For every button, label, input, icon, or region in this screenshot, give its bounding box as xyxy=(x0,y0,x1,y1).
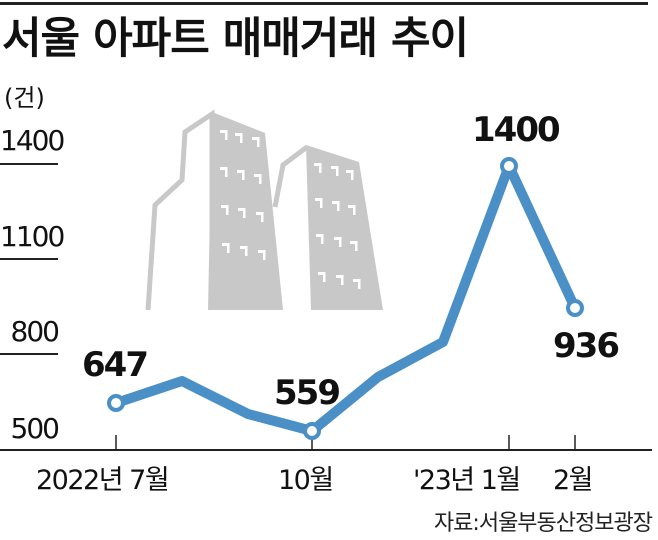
data-label-jan-2023: 1400 xyxy=(472,110,561,150)
trade-volume-line xyxy=(111,161,580,436)
y-tick-500: 500 xyxy=(10,412,60,445)
x-label-oct: 10월 xyxy=(278,465,334,496)
y-tick-line-1100 xyxy=(0,258,58,260)
data-label-jul-2022: 647 xyxy=(82,345,149,385)
point-marker-feb xyxy=(566,299,584,317)
x-label-feb: 2월 xyxy=(553,465,594,496)
y-tick-line-1400 xyxy=(0,163,58,165)
top-rule xyxy=(0,2,648,5)
point-marker-oct xyxy=(303,422,321,440)
point-marker-jul xyxy=(107,394,125,412)
y-tick-line-800 xyxy=(0,353,58,355)
chart-title: 서울 아파트 매매거래 추이 xyxy=(2,14,469,64)
y-tick-800: 800 xyxy=(10,315,60,348)
x-label-2023-jan: '23년 1월 xyxy=(413,465,521,496)
y-tick-1100: 1100 xyxy=(0,220,65,253)
source-note: 자료:서울부동산정보광장 xyxy=(433,511,653,536)
y-tick-1400: 1400 xyxy=(0,124,65,157)
building-illustration-icon xyxy=(145,109,383,311)
y-axis-unit: (건) xyxy=(4,84,45,112)
point-marker-jan xyxy=(500,157,518,175)
data-label-feb-2023: 936 xyxy=(553,326,620,366)
data-label-oct-2022: 559 xyxy=(274,373,341,413)
x-label-2022-jul: 2022년 7월 xyxy=(36,465,170,496)
